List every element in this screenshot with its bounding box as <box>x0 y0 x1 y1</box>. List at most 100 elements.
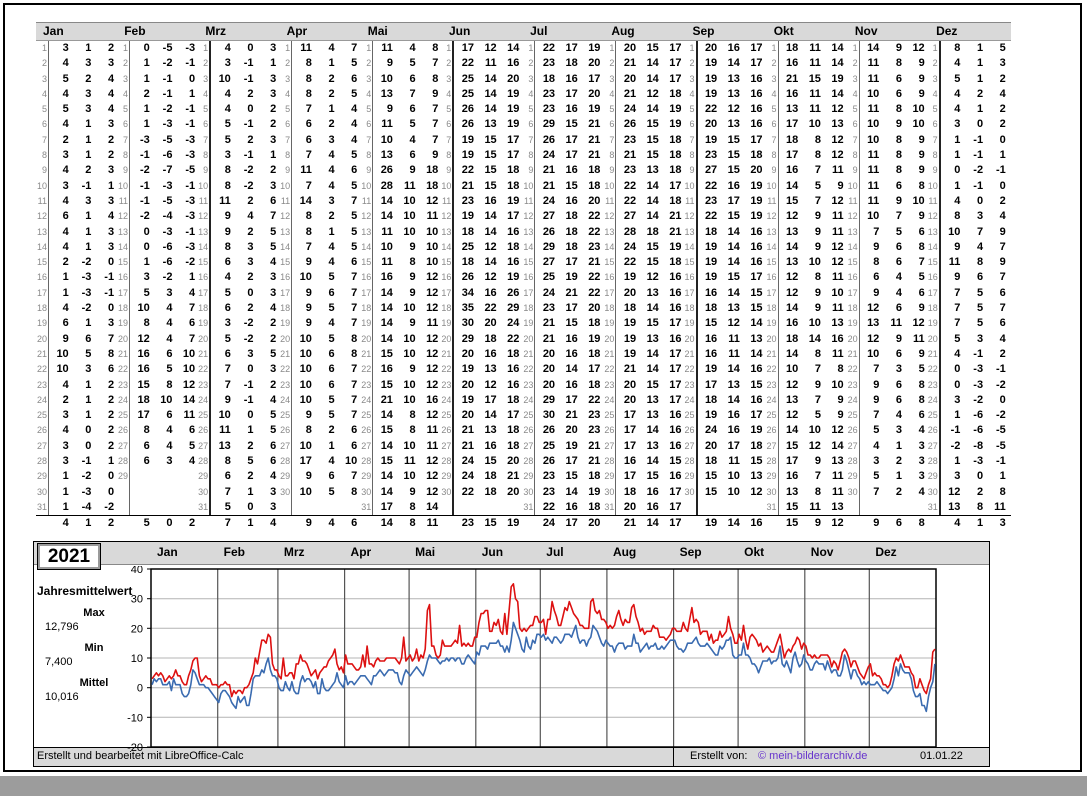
value-cell: -1 <box>950 424 961 437</box>
day-number-cell: 27 <box>685 438 698 455</box>
value-cell: 6 <box>895 72 902 85</box>
value-cell: 19 <box>750 179 763 192</box>
value-cell: 20 <box>704 439 718 452</box>
value-cell: 16 <box>507 378 520 391</box>
value-cell: -2 <box>995 409 1006 422</box>
day-number-cell: 26 <box>360 423 374 439</box>
value-cell: -3 <box>973 378 984 391</box>
value-cell: 8 <box>224 164 231 177</box>
value-cell: 6 <box>918 409 925 422</box>
value-cell: -1 <box>243 378 254 391</box>
value-cell: 10 <box>808 424 821 437</box>
value-cell: 22 <box>588 393 601 406</box>
day-number-cell: 28 <box>928 454 941 470</box>
value-cell: 16 <box>507 256 520 269</box>
day-number-cell: 11 <box>603 193 617 210</box>
value-cell: -2 <box>243 332 254 345</box>
value-cell: 3 <box>247 240 254 253</box>
value-cell: 7 <box>895 210 902 223</box>
value-cell: 20 <box>588 194 601 207</box>
day-number-cell: 24 <box>522 392 536 409</box>
value-cell: 17 <box>786 149 799 162</box>
value-cell: 2 <box>895 455 902 468</box>
value-cell: 10 <box>912 118 925 131</box>
average-cell: 2 <box>107 517 115 530</box>
table-row: 3 5 2 4 3 1 -1 0 3 10 -1 3 3 8 2 6 3 10 6 8 3 25 14 20 3 18 16 17 3 2… <box>36 71 1011 87</box>
value-cell: 12 <box>646 87 659 100</box>
value-cell: 6 <box>918 286 925 299</box>
value-cell: 18 <box>426 179 439 192</box>
value-cell: 22 <box>704 210 718 223</box>
day-number-cell: 30 <box>847 484 860 500</box>
value-cell: 12 <box>786 286 799 299</box>
value-cell: 9 <box>224 393 231 406</box>
value-cell: 9 <box>837 179 844 192</box>
day-number-cell: 27 <box>279 438 293 455</box>
value-cell: 10 <box>403 332 416 345</box>
value-cell: 15 <box>750 302 763 315</box>
day-number-cell: 15 <box>36 255 49 271</box>
day-number-cell: 12 <box>685 209 698 225</box>
value-cell: 14 <box>646 424 659 437</box>
day-number-cell: 19 <box>766 316 779 332</box>
value-cell: 7 <box>351 42 358 54</box>
value-cell: 6 <box>351 164 358 177</box>
value-cell: 9 <box>814 210 821 223</box>
day-number-cell: 23 <box>847 377 860 393</box>
value-cell: 18 <box>507 347 520 360</box>
day-number-cell: 10 <box>847 178 860 194</box>
value-cell: 5 <box>409 118 416 131</box>
month-header-Jun: Jun <box>448 24 471 38</box>
value-cell: 18 <box>588 179 601 192</box>
day-number-cell: 9 <box>198 163 212 179</box>
credit-link[interactable]: © mein-bilderarchiv.de <box>758 750 868 762</box>
day-number-cell: 21 <box>441 346 455 363</box>
value-cell: 6 <box>328 363 335 376</box>
value-cell <box>698 500 721 515</box>
value-cell: 11 <box>831 210 844 223</box>
value-cell: 14 <box>831 439 844 452</box>
value-cell: 0 <box>247 363 254 376</box>
value-cell: 17 <box>507 133 520 146</box>
value-cell: 18 <box>669 149 682 162</box>
value-cell: 9 <box>409 240 416 253</box>
value-cell: 9 <box>305 317 312 330</box>
value-cell: 12 <box>426 302 439 315</box>
value-cell: 2 <box>999 72 1006 85</box>
day-number-cell: 25 <box>766 408 779 424</box>
table-row: 8 3 1 2 8 -1 -6 -3 8 3 -1 1 8 7 4 5 8 13 6 9 8 19 15 17 8 24 17 21 8… <box>36 148 1011 164</box>
value-cell: 17 <box>565 455 578 468</box>
value-cell: 16 <box>507 363 520 376</box>
day-number-cell: 21 <box>847 346 860 363</box>
average-cell: 3 <box>999 517 1006 530</box>
value-cell: -1 <box>973 149 984 162</box>
value-cell: 19 <box>704 271 718 284</box>
value-cell: 19 <box>704 57 718 70</box>
value-cell: 25 <box>542 439 556 452</box>
value-cell: 14 <box>426 500 439 513</box>
value-cell: 4 <box>166 424 173 437</box>
value-cell: 3 <box>247 347 254 360</box>
value-cell: 20 <box>507 455 520 468</box>
average-cell: 21 <box>623 517 637 530</box>
value-cell: 2 <box>270 332 277 345</box>
value-cell: 10 <box>403 378 416 391</box>
value-cell: 14 <box>727 256 740 269</box>
day-number-cell: 4 <box>441 86 455 103</box>
day-number-cell: 26 <box>603 423 617 439</box>
value-cell: 17 <box>669 179 682 192</box>
day-number-cell: 9 <box>685 163 698 179</box>
value-cell: 16 <box>669 439 682 452</box>
value-cell: -1 <box>243 149 254 162</box>
value-cell: 13 <box>646 286 659 299</box>
value-cell: 19 <box>507 87 520 100</box>
table-body: 1 3 1 2 1 0 -5 -3 1 4 0 3 1 11 4 7 1 11 4 8 1 17 12 14 1 22 17 19 1 2… <box>36 41 1011 532</box>
value-cell: 11 <box>381 42 393 54</box>
value-cell: 14 <box>646 194 659 207</box>
value-cell: 14 <box>786 302 799 315</box>
value-cell: -1 <box>995 164 1006 177</box>
value-cell: 1 <box>954 179 961 192</box>
day-number-cell: 6 <box>441 117 455 133</box>
value-cell: 10 <box>299 363 312 376</box>
day-number-cell: 1 <box>685 41 698 57</box>
